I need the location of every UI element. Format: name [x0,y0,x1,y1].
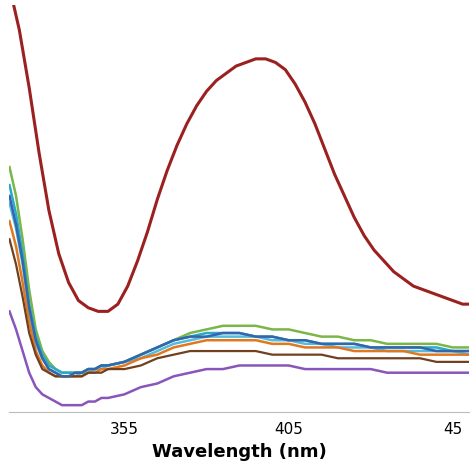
X-axis label: Wavelength (nm): Wavelength (nm) [152,443,327,461]
